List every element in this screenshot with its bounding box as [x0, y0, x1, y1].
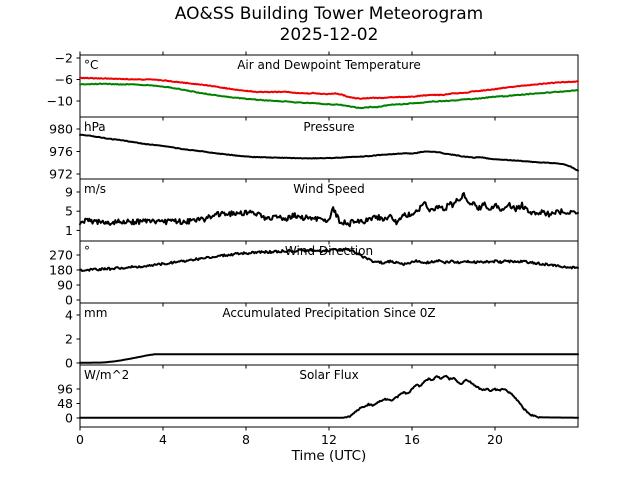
wind-direction-line — [79, 247, 579, 272]
wind-speed-ytick-label: 1 — [65, 223, 73, 238]
pressure-line — [79, 133, 579, 172]
precipitation-line — [79, 353, 579, 364]
wind-direction-unit-label: ° — [84, 244, 90, 258]
x-tick-label: 12 — [321, 432, 337, 447]
wind-speed-panel-title: Wind Speed — [293, 182, 365, 196]
temperature-ytick-label: −6 — [55, 72, 73, 87]
x-tick-label: 0 — [76, 432, 84, 447]
pressure-ytick-label: 980 — [49, 122, 73, 137]
pressure-panel-title: Pressure — [303, 120, 354, 134]
solar-flux-ytick-label: 96 — [57, 382, 73, 397]
x-axis-label: Time (UTC) — [291, 448, 367, 464]
solar-flux-line — [79, 374, 579, 419]
temperature-ytick-label: −2 — [55, 51, 73, 66]
precipitation-ytick-label: 4 — [65, 308, 73, 323]
temperature-ytick-label: −10 — [47, 94, 73, 109]
temperature-panel-title: Air and Dewpoint Temperature — [237, 58, 421, 72]
precipitation-panel-title: Accumulated Precipitation Since 0Z — [222, 306, 435, 320]
wind-speed-ytick-label: 5 — [65, 204, 73, 219]
solar-flux-ytick-label: 0 — [65, 411, 73, 426]
x-tick-label: 20 — [487, 432, 503, 447]
wind-direction-ytick-label: 180 — [49, 263, 73, 278]
solar-flux-ytick-label: 48 — [57, 396, 73, 411]
temperature-unit-label: °C — [84, 58, 98, 72]
precipitation-ytick-label: 2 — [65, 332, 73, 347]
wind-direction-ytick-label: 270 — [49, 248, 73, 263]
wind-speed-line — [79, 192, 579, 228]
chart-date: 2025-12-02 — [279, 25, 379, 45]
solar-flux-panel-title: Solar Flux — [299, 368, 358, 382]
air-temperature-line — [79, 76, 579, 100]
precipitation-unit-label: mm — [84, 306, 107, 320]
x-tick-label: 16 — [404, 432, 420, 447]
wind-speed-ytick-label: 9 — [65, 185, 73, 200]
pressure-ytick-label: 976 — [49, 144, 73, 159]
precipitation-ytick-label: 0 — [65, 356, 73, 371]
wind-direction-ytick-label: 90 — [57, 278, 73, 293]
pressure-ytick-label: 972 — [49, 167, 73, 182]
wind-direction-ytick-label: 0 — [65, 293, 73, 308]
solar-flux-unit-label: W/m^2 — [84, 368, 129, 382]
x-tick-label: 8 — [242, 432, 250, 447]
pressure-unit-label: hPa — [84, 120, 106, 134]
chart-title: AO&SS Building Tower Meteorogram — [174, 4, 484, 24]
wind-speed-unit-label: m/s — [84, 182, 106, 196]
x-tick-label: 4 — [159, 432, 167, 447]
dewpoint-line — [79, 82, 579, 110]
